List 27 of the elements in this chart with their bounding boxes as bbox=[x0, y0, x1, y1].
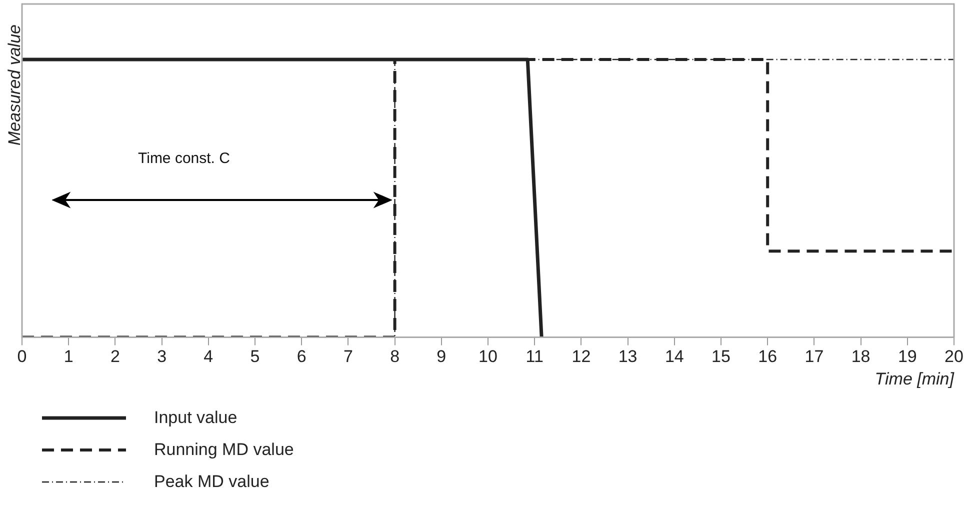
legend-label: Input value bbox=[154, 408, 238, 428]
y-axis-title: Measured value bbox=[5, 24, 25, 148]
x-tick-label: 9 bbox=[436, 347, 446, 366]
x-tick-label: 11 bbox=[526, 347, 544, 366]
x-tick-label: 8 bbox=[390, 347, 400, 366]
x-tick-label: 17 bbox=[804, 347, 824, 366]
x-tick-label: 14 bbox=[664, 347, 684, 366]
x-tick-label: 12 bbox=[572, 347, 591, 366]
x-tick-label: 16 bbox=[758, 347, 778, 366]
x-tick-label: 6 bbox=[296, 347, 306, 366]
x-axis-title: Time [min] bbox=[874, 370, 956, 389]
x-tick-label: 13 bbox=[618, 347, 638, 366]
legend-label: Running MD value bbox=[154, 440, 294, 460]
x-tick-label: 15 bbox=[712, 347, 730, 366]
x-tick-label: 2 bbox=[110, 347, 120, 366]
x-tick-label: 20 bbox=[944, 347, 964, 366]
x-tick-label: 3 bbox=[157, 347, 167, 366]
x-tick-label: 4 bbox=[204, 347, 214, 366]
x-tick-label: 5 bbox=[250, 347, 260, 366]
legend-label: Peak MD value bbox=[154, 472, 270, 492]
annotation: Time const. C bbox=[138, 150, 230, 167]
x-tick-label: 0 bbox=[17, 347, 27, 366]
x-tick-label: 1 bbox=[64, 347, 74, 366]
x-tick-label: 7 bbox=[343, 347, 353, 366]
x-tick-label: 19 bbox=[898, 347, 917, 366]
x-tick-label: 10 bbox=[478, 347, 498, 366]
x-tick-label: 18 bbox=[851, 347, 870, 366]
